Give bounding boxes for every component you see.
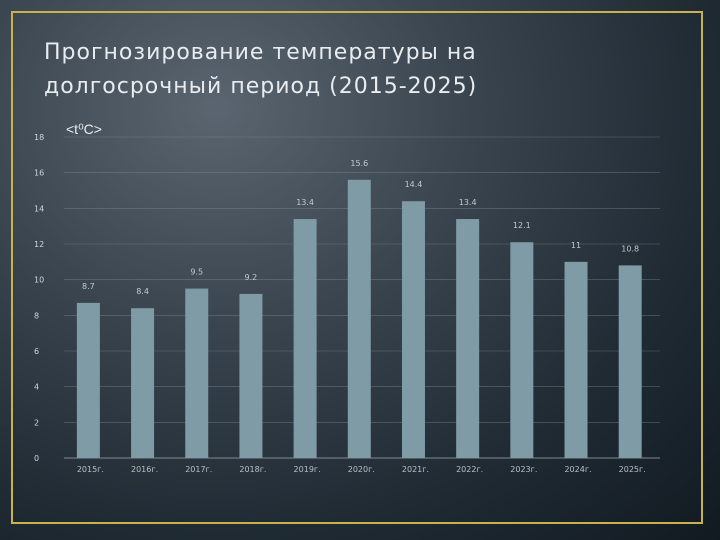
bar-value-label: 12.1 xyxy=(513,221,531,230)
y-tick-label: 4 xyxy=(34,383,39,392)
bar-value-label: 9.5 xyxy=(190,268,203,277)
y-tick-label: 16 xyxy=(34,169,44,178)
y-tick-label: 18 xyxy=(34,133,44,142)
bar xyxy=(510,242,534,458)
bar-value-label: 13.4 xyxy=(296,198,314,207)
bar xyxy=(401,201,425,458)
x-tick-label: 2024г. xyxy=(564,465,591,474)
bar xyxy=(347,179,371,459)
bar xyxy=(76,302,100,458)
x-tick-label: 2019г. xyxy=(294,465,321,474)
slide-frame xyxy=(11,11,703,524)
y-axis-unit-label: <t⁰C> xyxy=(66,121,102,137)
y-tick-label: 12 xyxy=(34,240,44,249)
x-tick-label: 2023г. xyxy=(510,465,537,474)
x-tick-label: 2025г. xyxy=(619,465,646,474)
x-tick-label: 2015г. xyxy=(77,465,104,474)
bar xyxy=(293,219,317,458)
y-tick-label: 14 xyxy=(34,204,44,213)
x-tick-label: 2022г. xyxy=(456,465,483,474)
bar-value-label: 8.4 xyxy=(136,287,149,296)
y-tick-label: 2 xyxy=(34,418,39,427)
bar-value-label: 11 xyxy=(571,241,581,250)
chart-title: Прогнозирование температуры на долгосроч… xyxy=(44,40,478,99)
bar xyxy=(185,288,209,458)
y-tick-label: 0 xyxy=(34,454,39,463)
x-tick-label: 2021г. xyxy=(402,465,429,474)
x-tick-label: 2020г. xyxy=(348,465,375,474)
bar-value-label: 15.6 xyxy=(350,159,368,168)
x-tick-label: 2018г. xyxy=(239,465,266,474)
bar xyxy=(618,265,642,458)
bar xyxy=(564,261,588,458)
bar-value-label: 13.4 xyxy=(459,198,477,207)
bar xyxy=(239,293,263,458)
bar-value-label: 14.4 xyxy=(405,180,423,189)
bar-value-label: 8.7 xyxy=(82,282,95,291)
y-tick-label: 8 xyxy=(34,311,39,320)
bar xyxy=(131,308,155,458)
x-tick-label: 2016г. xyxy=(131,465,158,474)
x-tick-label: 2017г. xyxy=(185,465,212,474)
y-tick-label: 6 xyxy=(34,347,39,356)
y-tick-label: 10 xyxy=(34,276,44,285)
bar-value-label: 10.8 xyxy=(621,244,639,253)
bar-value-label: 9.2 xyxy=(245,273,258,282)
bar xyxy=(456,219,480,458)
